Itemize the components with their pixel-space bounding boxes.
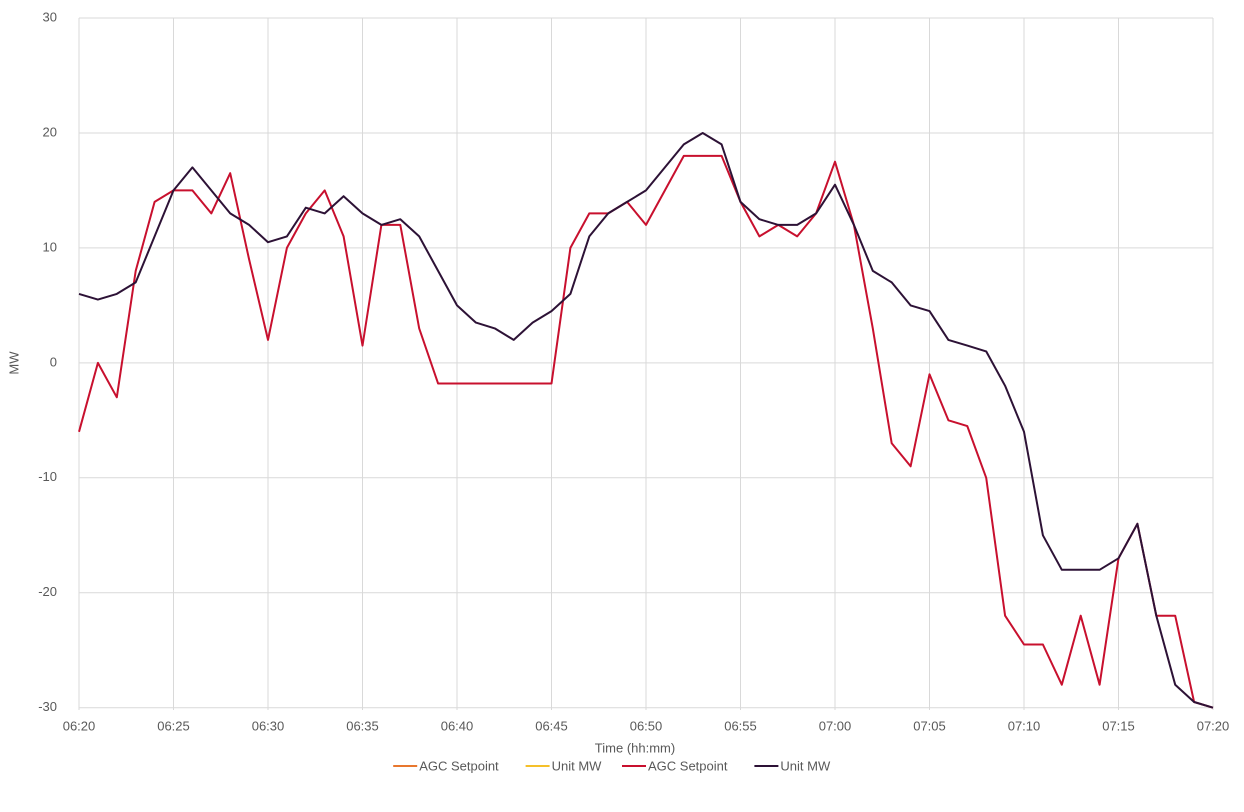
y-tick-label: 0 xyxy=(50,354,57,369)
x-tick-label: 07:00 xyxy=(819,718,852,733)
x-tick-label: 06:40 xyxy=(441,718,474,733)
y-tick-label: -20 xyxy=(38,584,57,599)
x-tick-label: 07:05 xyxy=(913,718,946,733)
x-tick-label: 07:15 xyxy=(1102,718,1135,733)
y-tick-label: 30 xyxy=(43,9,57,24)
x-axis-title: Time (hh:mm) xyxy=(595,740,675,755)
legend-label: AGC Setpoint xyxy=(648,758,728,773)
x-tick-label: 06:50 xyxy=(630,718,663,733)
x-tick-label: 06:20 xyxy=(63,718,96,733)
y-axis-title: MW xyxy=(6,351,21,375)
x-tick-label: 06:55 xyxy=(724,718,757,733)
y-tick-label: 10 xyxy=(43,239,57,254)
y-tick-label: 20 xyxy=(43,124,57,139)
y-tick-label: -10 xyxy=(38,469,57,484)
x-tick-label: 07:20 xyxy=(1197,718,1230,733)
x-tick-label: 06:25 xyxy=(157,718,190,733)
legend-label: Unit MW xyxy=(780,758,831,773)
x-tick-label: 06:30 xyxy=(252,718,285,733)
series-line xyxy=(78,154,1214,709)
x-tick-label: 07:10 xyxy=(1008,718,1041,733)
series-line xyxy=(78,132,1214,709)
x-tick-label: 06:45 xyxy=(535,718,568,733)
legend-label: AGC Setpoint xyxy=(419,758,499,773)
y-tick-label: -30 xyxy=(38,699,57,714)
x-tick-label: 06:35 xyxy=(346,718,379,733)
legend-label: Unit MW xyxy=(552,758,603,773)
